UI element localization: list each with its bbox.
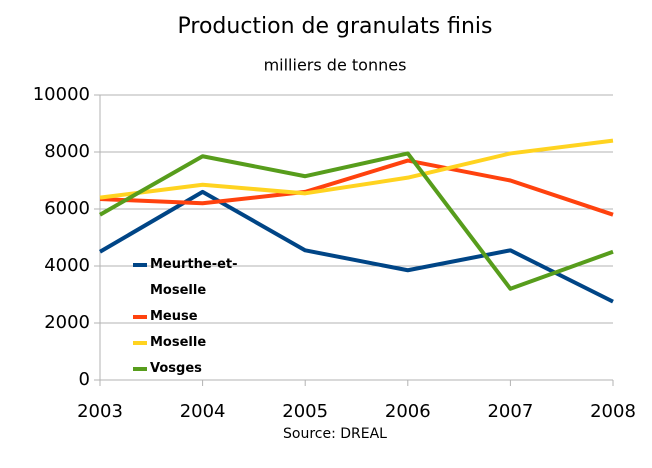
series-line bbox=[99, 138, 614, 200]
legend-swatch bbox=[133, 263, 147, 267]
x-tick-label: 2003 bbox=[77, 401, 123, 422]
x-tick-label: 2008 bbox=[590, 401, 636, 422]
legend-swatch bbox=[133, 315, 147, 319]
legend-swatch bbox=[133, 341, 147, 345]
chart-subtitle: milliers de tonnes bbox=[264, 56, 407, 75]
y-tick-label: 10000 bbox=[33, 84, 90, 105]
x-tick-label: 2007 bbox=[487, 401, 533, 422]
legend-label: Meurthe-et-Moselle bbox=[150, 257, 238, 298]
series-line bbox=[99, 158, 614, 217]
y-tick-label: 2000 bbox=[44, 312, 90, 333]
y-tick-label: 6000 bbox=[44, 198, 90, 219]
legend-swatch bbox=[133, 367, 147, 371]
x-tick-label: 2006 bbox=[385, 401, 431, 422]
legend-label: Vosges bbox=[150, 361, 202, 376]
chart-title: Production de granulats finis bbox=[178, 14, 493, 39]
x-tick-label: 2004 bbox=[180, 401, 226, 422]
y-tick-label: 0 bbox=[79, 369, 90, 390]
source: Source: DREAL bbox=[283, 426, 387, 442]
x-tick-label: 2005 bbox=[282, 401, 328, 422]
y-tick-label: 4000 bbox=[44, 255, 90, 276]
series-line bbox=[99, 151, 614, 291]
y-tick-label: 8000 bbox=[44, 141, 90, 162]
legend-entry: Moselle bbox=[133, 330, 253, 356]
legend: Meurthe-et-Moselle Meuse Moselle Vosges bbox=[133, 252, 253, 382]
legend-entry: Meuse bbox=[133, 304, 253, 330]
legend-label: Meuse bbox=[150, 309, 198, 324]
legend-label: Moselle bbox=[150, 335, 207, 350]
legend-entry: Meurthe-et-Moselle bbox=[133, 252, 253, 304]
legend-entry: Vosges bbox=[133, 356, 253, 382]
